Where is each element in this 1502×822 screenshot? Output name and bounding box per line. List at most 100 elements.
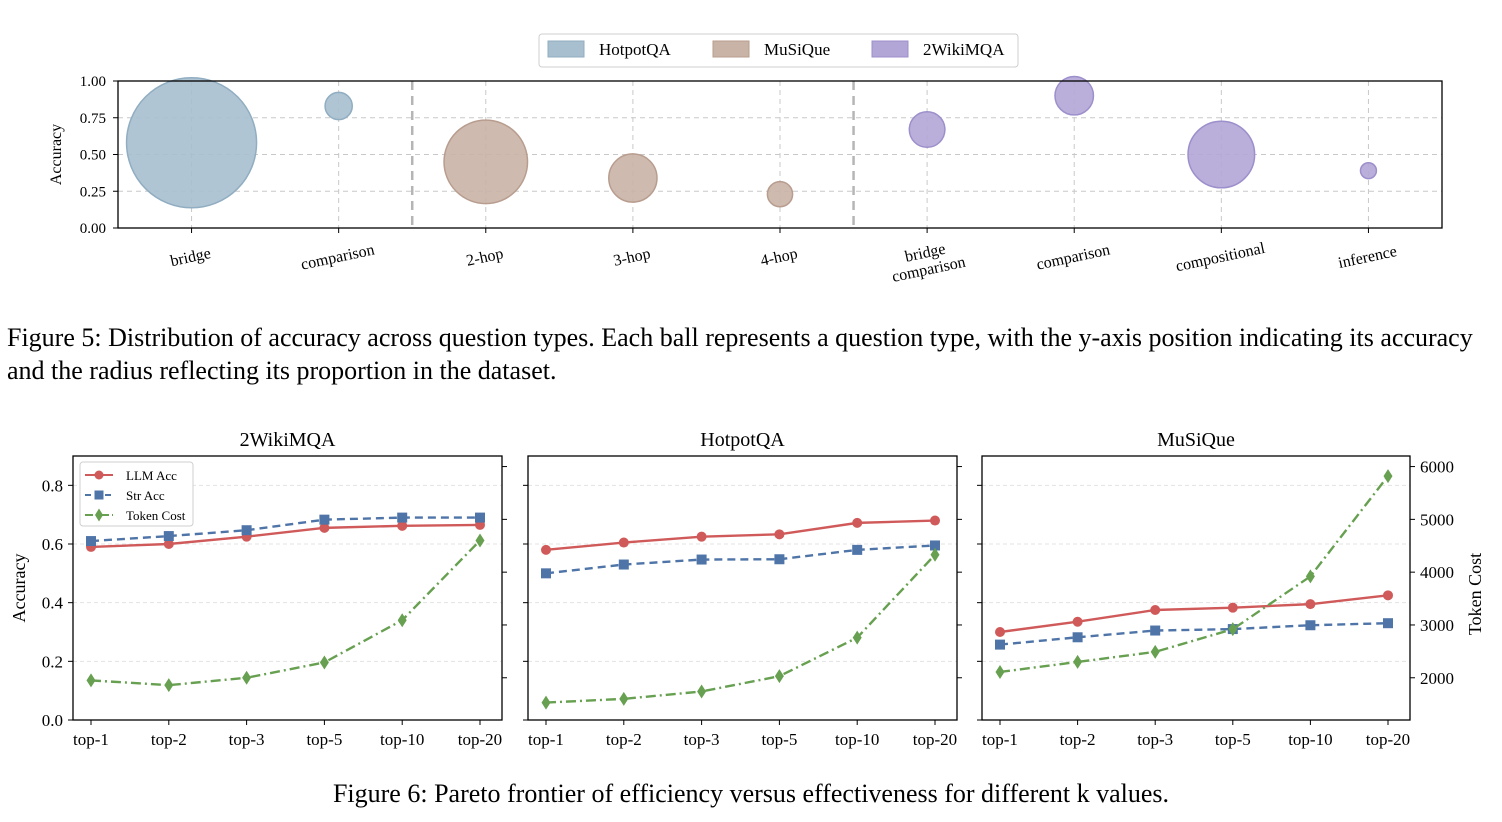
y-tick-label: 0.00 (80, 221, 106, 237)
line-panel-2wikimqa: 0.0 0.2 0.4 0.6 0.8 top-1 top-2 top-3 top-5 top-1… (42, 429, 507, 749)
plot-frame (72, 455, 503, 721)
x-tick-label: top-2 (151, 730, 187, 749)
llm-acc-point (930, 515, 940, 526)
bubble (1187, 120, 1256, 189)
str-acc-point (1072, 632, 1083, 643)
str-acc-point (86, 536, 96, 547)
token-cost-point (242, 670, 252, 685)
str-acc-point (1150, 625, 1161, 636)
str-acc-point (1305, 620, 1316, 631)
token-cost-line (545, 553, 936, 704)
y-tick-label: 1.00 (80, 74, 106, 90)
x-tick-label: top-10 (835, 730, 879, 749)
legend-box (79, 461, 194, 527)
x-tick-label: top-20 (1366, 730, 1410, 749)
y2-tick-label: 4000 (1420, 563, 1454, 582)
token-cost-point (86, 673, 96, 688)
token-cost-line (90, 539, 481, 687)
token-cost-point (1228, 622, 1238, 637)
plot-frame (527, 455, 958, 721)
token-cost-point (1073, 654, 1083, 669)
llm-acc-point (852, 517, 863, 528)
line-panel-hotpotqa: top-1 top-2 top-3 top-5 top-10 top-20 HotpotQA (523, 429, 962, 749)
y-tick-label: 0.4 (42, 594, 64, 613)
llm-acc-point (1072, 616, 1083, 627)
legend-marker (94, 490, 104, 500)
token-cost-line (999, 475, 1389, 674)
llm-acc-point (163, 539, 174, 549)
bubble (766, 180, 794, 208)
llm-acc-point (541, 544, 551, 555)
y-tick-label: 0.6 (42, 535, 63, 554)
panel-title: MuSiQue (1157, 429, 1235, 451)
token-cost-point (995, 664, 1005, 679)
llm-acc-line (545, 519, 936, 552)
legend-swatch (712, 40, 750, 58)
token-cost-point (319, 655, 329, 670)
figure-6-caption: Figure 6: Pareto frontier of efficiency … (332, 779, 1170, 808)
y-axis-label: Accuracy (48, 124, 65, 185)
legend: HotpotQA MuSiQue 2WikiMQA (538, 33, 1019, 68)
token-cost-point (1150, 644, 1160, 659)
str-acc-point (319, 514, 330, 525)
token-cost-point (697, 684, 707, 699)
legend-swatch (547, 40, 585, 58)
y-tick-label: 0.25 (80, 184, 106, 200)
y-tick-label: 0.50 (80, 148, 106, 164)
str-acc-point (541, 568, 551, 579)
legend-marker (94, 470, 104, 480)
x-tick-label: top-10 (380, 730, 424, 749)
bubble (608, 153, 658, 203)
x-tick-label: top-20 (458, 730, 502, 749)
str-acc-point (930, 540, 940, 551)
token-cost-point (1305, 569, 1315, 584)
x-tick-label: top-1 (73, 730, 109, 749)
x-tick-label: top-2 (606, 730, 642, 749)
llm-acc-line (999, 594, 1389, 634)
panel-title: 2WikiMQA (240, 429, 336, 451)
x-tick-label: top-10 (1288, 730, 1332, 749)
legend-label: 2WikiMQA (923, 40, 1005, 59)
bubble (1054, 75, 1095, 116)
x-tick-label: top-5 (306, 730, 342, 749)
str-acc-line (999, 622, 1389, 646)
x-tick-label: top-3 (684, 730, 720, 749)
llm-acc-point (618, 537, 629, 548)
panel-title: HotpotQA (700, 429, 785, 451)
str-acc-line (545, 544, 936, 575)
y2-tick-label: 5000 (1420, 510, 1454, 529)
legend-swatch (871, 40, 909, 58)
x-tick-label: top-20 (913, 730, 957, 749)
y2-tick-label: 2000 (1420, 669, 1454, 688)
y-tick-label: 0.2 (42, 652, 63, 671)
y-axis-label: Accuracy (9, 554, 29, 623)
legend: LLM Acc Str Acc Token Cost (79, 461, 194, 527)
str-acc-point (995, 639, 1005, 650)
token-cost-point (619, 691, 629, 706)
token-cost-point (774, 669, 784, 684)
bubble (324, 91, 354, 121)
str-acc-point (1383, 618, 1393, 629)
figure-5-caption: Figure 5: Distribution of accuracy acros… (7, 323, 1473, 385)
llm-acc-line (90, 523, 481, 549)
str-acc-point (163, 531, 174, 542)
bubble (443, 119, 529, 205)
line-panel-musique: 2000 3000 4000 5000 6000 top-1 top-2 top-3 top-5… (977, 429, 1454, 749)
token-cost-point (475, 533, 485, 548)
x-tick-label: top-1 (982, 730, 1018, 749)
token-cost-point (1383, 469, 1393, 484)
legend-label: MuSiQue (764, 40, 830, 59)
llm-acc-point (1383, 590, 1393, 601)
plot-frame (981, 455, 1411, 721)
y2-tick-label: 3000 (1420, 616, 1454, 635)
token-cost-point (541, 695, 551, 710)
legend-marker (95, 508, 103, 522)
str-acc-point (774, 554, 785, 565)
x-tick-label: top-1 (528, 730, 564, 749)
str-acc-point (696, 554, 707, 565)
x-tick-label: top-5 (761, 730, 797, 749)
str-acc-point (241, 525, 252, 536)
bubble (908, 110, 946, 149)
